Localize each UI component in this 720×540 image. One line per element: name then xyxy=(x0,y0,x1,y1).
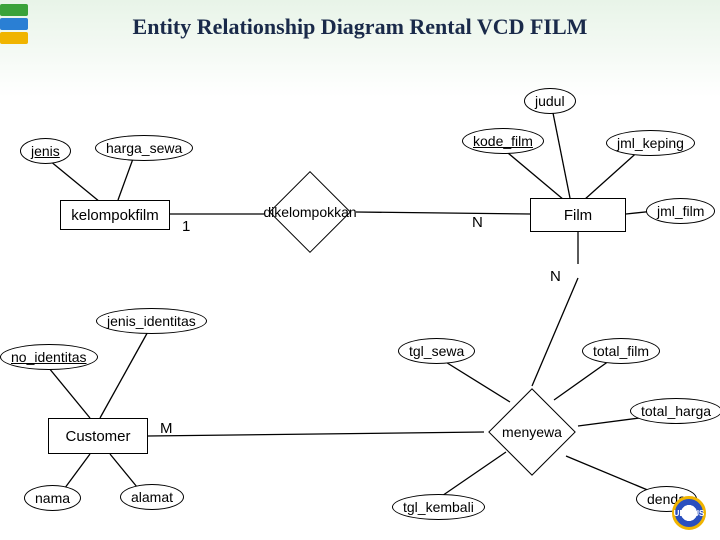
attr-jenis: jenis xyxy=(20,138,71,164)
entity-label: kelompokfilm xyxy=(71,207,159,224)
attr-label: judul xyxy=(535,93,565,109)
rel-label: menyewa xyxy=(502,424,562,440)
rel-menyewa: menyewa xyxy=(484,386,580,478)
attr-label: jenis_identitas xyxy=(107,313,196,329)
entity-customer: Customer xyxy=(48,418,148,454)
entity-kelompokfilm: kelompokfilm xyxy=(60,200,170,230)
cardinality-one: 1 xyxy=(182,218,190,235)
attr-label: jml_film xyxy=(657,203,704,219)
attr-label: jml_keping xyxy=(617,135,684,151)
rel-dikelompokkan: dikelompokkan xyxy=(264,170,356,254)
attr-label: kode_film xyxy=(473,133,533,149)
attr-label: no_identitas xyxy=(11,349,87,365)
attr-jenis-identitas: jenis_identitas xyxy=(96,308,207,334)
attr-label: total_harga xyxy=(641,403,711,419)
attr-label: tgl_sewa xyxy=(409,343,464,359)
cardinality-m: M xyxy=(160,420,173,437)
rel-label: dikelompokkan xyxy=(263,204,356,220)
page-title: Entity Relationship Diagram Rental VCD F… xyxy=(0,14,720,40)
accent-bar xyxy=(0,4,28,16)
attr-total-film: total_film xyxy=(582,338,660,364)
attr-label: harga_sewa xyxy=(106,140,182,156)
attr-jml-film: jml_film xyxy=(646,198,715,224)
attr-judul: judul xyxy=(524,88,576,114)
attr-label: tgl_kembali xyxy=(403,499,474,515)
attr-label: nama xyxy=(35,490,70,506)
cardinality-n: N xyxy=(472,214,483,231)
attr-label: total_film xyxy=(593,343,649,359)
accent-bar xyxy=(0,32,28,44)
entity-film: Film xyxy=(530,198,626,232)
attr-kode-film: kode_film xyxy=(462,128,544,154)
attr-label: alamat xyxy=(131,489,173,505)
cardinality-n: N xyxy=(550,268,561,285)
attr-tgl-sewa: tgl_sewa xyxy=(398,338,475,364)
attr-total-harga: total_harga xyxy=(630,398,720,424)
attr-jml-keping: jml_keping xyxy=(606,130,695,156)
logo-text: UDINUS xyxy=(674,509,705,518)
logo-badge: UDINUS xyxy=(672,496,706,530)
attr-no-identitas: no_identitas xyxy=(0,344,98,370)
attr-alamat: alamat xyxy=(120,484,184,510)
attr-tgl-kembali: tgl_kembali xyxy=(392,494,485,520)
attr-label: jenis xyxy=(31,143,60,159)
connector-lines xyxy=(0,0,720,540)
entity-label: Customer xyxy=(65,428,130,445)
attr-harga-sewa: harga_sewa xyxy=(95,135,193,161)
attr-nama: nama xyxy=(24,485,81,511)
entity-label: Film xyxy=(564,207,592,224)
accent-bar xyxy=(0,18,28,30)
